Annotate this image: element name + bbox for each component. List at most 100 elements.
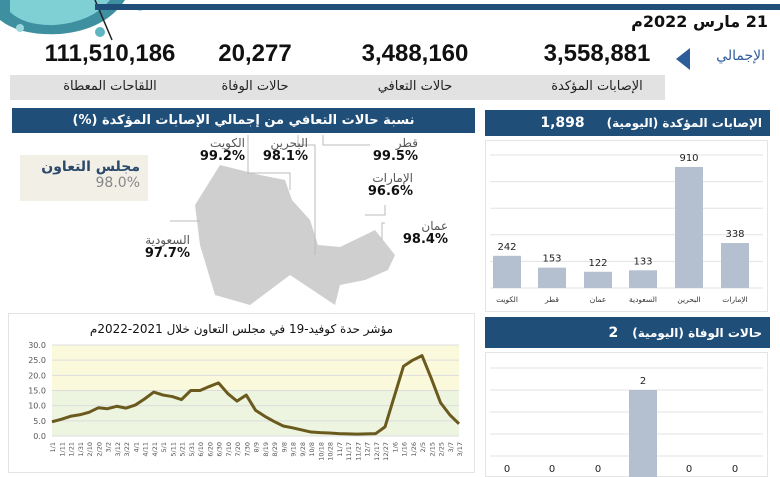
- x-tick-label: 3/17: [456, 442, 464, 457]
- x-tick-label: 2/5: [419, 442, 427, 452]
- gcc-value: 98.0%: [95, 175, 140, 191]
- x-tick-label: 12/7: [364, 442, 372, 457]
- x-tick-label: 3/7: [447, 442, 455, 452]
- recovered-label: حالات التعافي: [377, 79, 453, 94]
- category-label: البحرين: [677, 295, 700, 304]
- x-tick-label: 4/1: [132, 442, 140, 452]
- qatar-recovery: قطر 99.5%: [372, 136, 418, 164]
- x-tick-label: 2/15: [428, 442, 436, 457]
- category-label: الإمارات: [722, 295, 747, 304]
- recovery-section-header: نسبة حالات التعافي من إجمالي الإصابات ال…: [12, 108, 475, 133]
- x-tick-label: 9/18: [290, 442, 298, 457]
- vaccines-total: 111,510,186: [44, 40, 176, 67]
- bahrain-recovery: البحرين 98.1%: [262, 136, 308, 164]
- bar: [538, 267, 566, 288]
- gcc-map: [170, 135, 395, 305]
- bar-value-label: 122: [588, 258, 607, 269]
- daily-cases-header: الإصابات المؤكدة (اليومية) 1,898: [485, 110, 770, 136]
- x-tick-label: 1/11: [58, 442, 66, 457]
- bar-value-label: 910: [679, 153, 698, 164]
- chart-band: [52, 390, 459, 436]
- x-tick-label: 2/20: [95, 442, 103, 457]
- totals-label-bar: [10, 75, 665, 100]
- x-tick-label: 1/1: [49, 442, 57, 452]
- x-tick-label: 4/21: [151, 442, 159, 457]
- confirmed-total: 3,558,881: [543, 40, 651, 67]
- bar: [493, 255, 521, 288]
- y-tick-label: 30.0: [28, 341, 46, 350]
- x-tick-label: 8/9: [253, 442, 261, 452]
- x-tick-label: 8/19: [262, 442, 270, 457]
- y-tick-label: 0.0: [33, 432, 46, 441]
- bar: [629, 270, 657, 288]
- x-tick-label: 1/6: [391, 442, 399, 452]
- bar-value-label: 242: [497, 242, 516, 253]
- saudi-recovery: السعودية 97.7%: [144, 233, 190, 261]
- uae-recovery: الإمارات 96.6%: [367, 171, 413, 199]
- x-tick-label: 4/11: [142, 442, 150, 457]
- daily-cases-box: [485, 140, 768, 312]
- gcc-recovery-card: مجلس التعاون 98.0%: [20, 155, 148, 201]
- x-tick-label: 7/20: [234, 442, 242, 457]
- vaccines-label: اللقاحات المعطاة: [63, 79, 157, 94]
- x-tick-label: 11/27: [354, 442, 362, 461]
- severity-line: [51, 354, 461, 436]
- x-tick-label: 3/12: [114, 442, 122, 457]
- deaths-total: 20,277: [218, 40, 292, 67]
- x-tick-label: 1/21: [68, 442, 76, 457]
- daily-deaths-title: حالات الوفاة (اليومية): [632, 325, 762, 340]
- category-label: عمان: [590, 295, 607, 304]
- x-tick-label: 6/30: [216, 442, 224, 457]
- severity-chart-title: مؤشر حدة كوفيد-19 في مجلس التعاون خلال 2…: [89, 322, 394, 336]
- x-tick-label: 5/31: [188, 442, 196, 457]
- x-tick-label: 9/28: [299, 442, 307, 457]
- x-tick-label: 2/10: [86, 442, 94, 457]
- x-tick-label: 2/25: [438, 442, 446, 457]
- header-divider: [95, 4, 780, 10]
- x-tick-label: 5/1: [160, 442, 168, 452]
- x-tick-label: 11/17: [345, 442, 353, 461]
- severity-line-chart: 0.0 5.0 10.0 15.0 20.0 25.0 30.0 1/1 1/11 1/21 1/3…: [28, 341, 464, 461]
- x-tick-label: 8/29: [271, 442, 279, 457]
- bar: [629, 390, 657, 477]
- deaths-label: حالات الوفاة: [221, 79, 289, 94]
- x-tick-label: 3/22: [123, 442, 131, 457]
- daily-deaths-header: حالات الوفاة (اليومية) 2: [485, 317, 770, 348]
- x-tick-label: 3/2: [105, 442, 113, 452]
- x-tick-label: 7/30: [243, 442, 251, 457]
- x-tick-label: 5/11: [169, 442, 177, 457]
- y-tick-label: 25.0: [28, 356, 46, 365]
- daily-deaths-bar-chart: 0 0 020 0: [490, 367, 763, 477]
- x-tick-label: 10/8: [308, 442, 316, 457]
- gcc-name: مجلس التعاون: [41, 159, 140, 175]
- kuwait-recovery: الكويت 99.2%: [199, 136, 245, 164]
- x-tick-label: 12/27: [382, 442, 390, 461]
- x-tick-label: 11/7: [336, 442, 344, 457]
- x-tick-label: 10/18: [317, 442, 325, 461]
- y-tick-label: 10.0: [28, 402, 46, 411]
- bar: [675, 166, 703, 288]
- x-tick-label: 10/28: [327, 442, 335, 461]
- confirmed-label: الإصابات المؤكدة: [551, 79, 643, 94]
- chart-band: [52, 345, 459, 391]
- bar: [721, 243, 749, 288]
- x-tick-label: 1/31: [77, 442, 85, 457]
- daily-cases-title: الإصابات المؤكدة (اليومية): [606, 116, 762, 130]
- triangle-pointer-icon: [676, 48, 690, 70]
- x-tick-label: 7/10: [225, 442, 233, 457]
- decorative-banner-graphic: [0, 0, 143, 41]
- daily-cases-total: 1,898: [540, 115, 585, 131]
- bar-value-label: 153: [542, 254, 561, 265]
- recovered-total: 3,488,160: [361, 40, 469, 67]
- report-date: 21 مارس 2022م: [631, 12, 768, 31]
- x-tick-label: 12/17: [373, 442, 381, 461]
- bar-value-label: 2: [640, 376, 646, 387]
- x-tick-label: 1/26: [410, 442, 418, 457]
- map-shape: [195, 165, 395, 305]
- bar-value-label: 133: [633, 256, 652, 267]
- total-label: الإجمالي: [716, 48, 765, 64]
- y-tick-label: 20.0: [28, 371, 46, 380]
- category-label: قطر: [544, 295, 559, 304]
- x-tick-label: 1/16: [401, 442, 409, 457]
- category-label: الكويت: [496, 295, 518, 304]
